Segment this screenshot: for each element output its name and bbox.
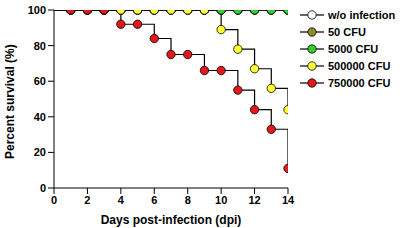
svg-text:60: 60 <box>34 75 46 87</box>
svg-text:12: 12 <box>248 194 260 206</box>
html-text:50 CFU: 50 CFU <box>328 25 366 38</box>
svg-text:10: 10 <box>215 194 227 206</box>
html-text:500000 CFU: 500000 CFU <box>328 59 391 72</box>
html-text:750000 CFU: 750000 CFU <box>328 76 391 89</box>
svg-text:2: 2 <box>84 194 90 206</box>
svg-text:Days post-infection (dpi): Days post-infection (dpi) <box>101 213 242 227</box>
svg-text:4: 4 <box>118 194 125 206</box>
svg-text:14: 14 <box>282 194 295 206</box>
svg-text:0: 0 <box>51 194 57 206</box>
html-text:w/o infection: w/o infection <box>328 8 396 21</box>
svg-text:40: 40 <box>34 111 46 123</box>
html-text:5000 CFU: 5000 CFU <box>328 42 379 55</box>
svg-text:100: 100 <box>28 4 46 16</box>
svg-text:20: 20 <box>34 146 46 158</box>
svg-text:6: 6 <box>151 194 157 206</box>
svg-text:Percent survival (%): Percent survival (%) <box>8 44 17 159</box>
svg-text:8: 8 <box>185 194 191 206</box>
svg-text:0: 0 <box>40 182 46 194</box>
svg-text:80: 80 <box>34 40 46 52</box>
